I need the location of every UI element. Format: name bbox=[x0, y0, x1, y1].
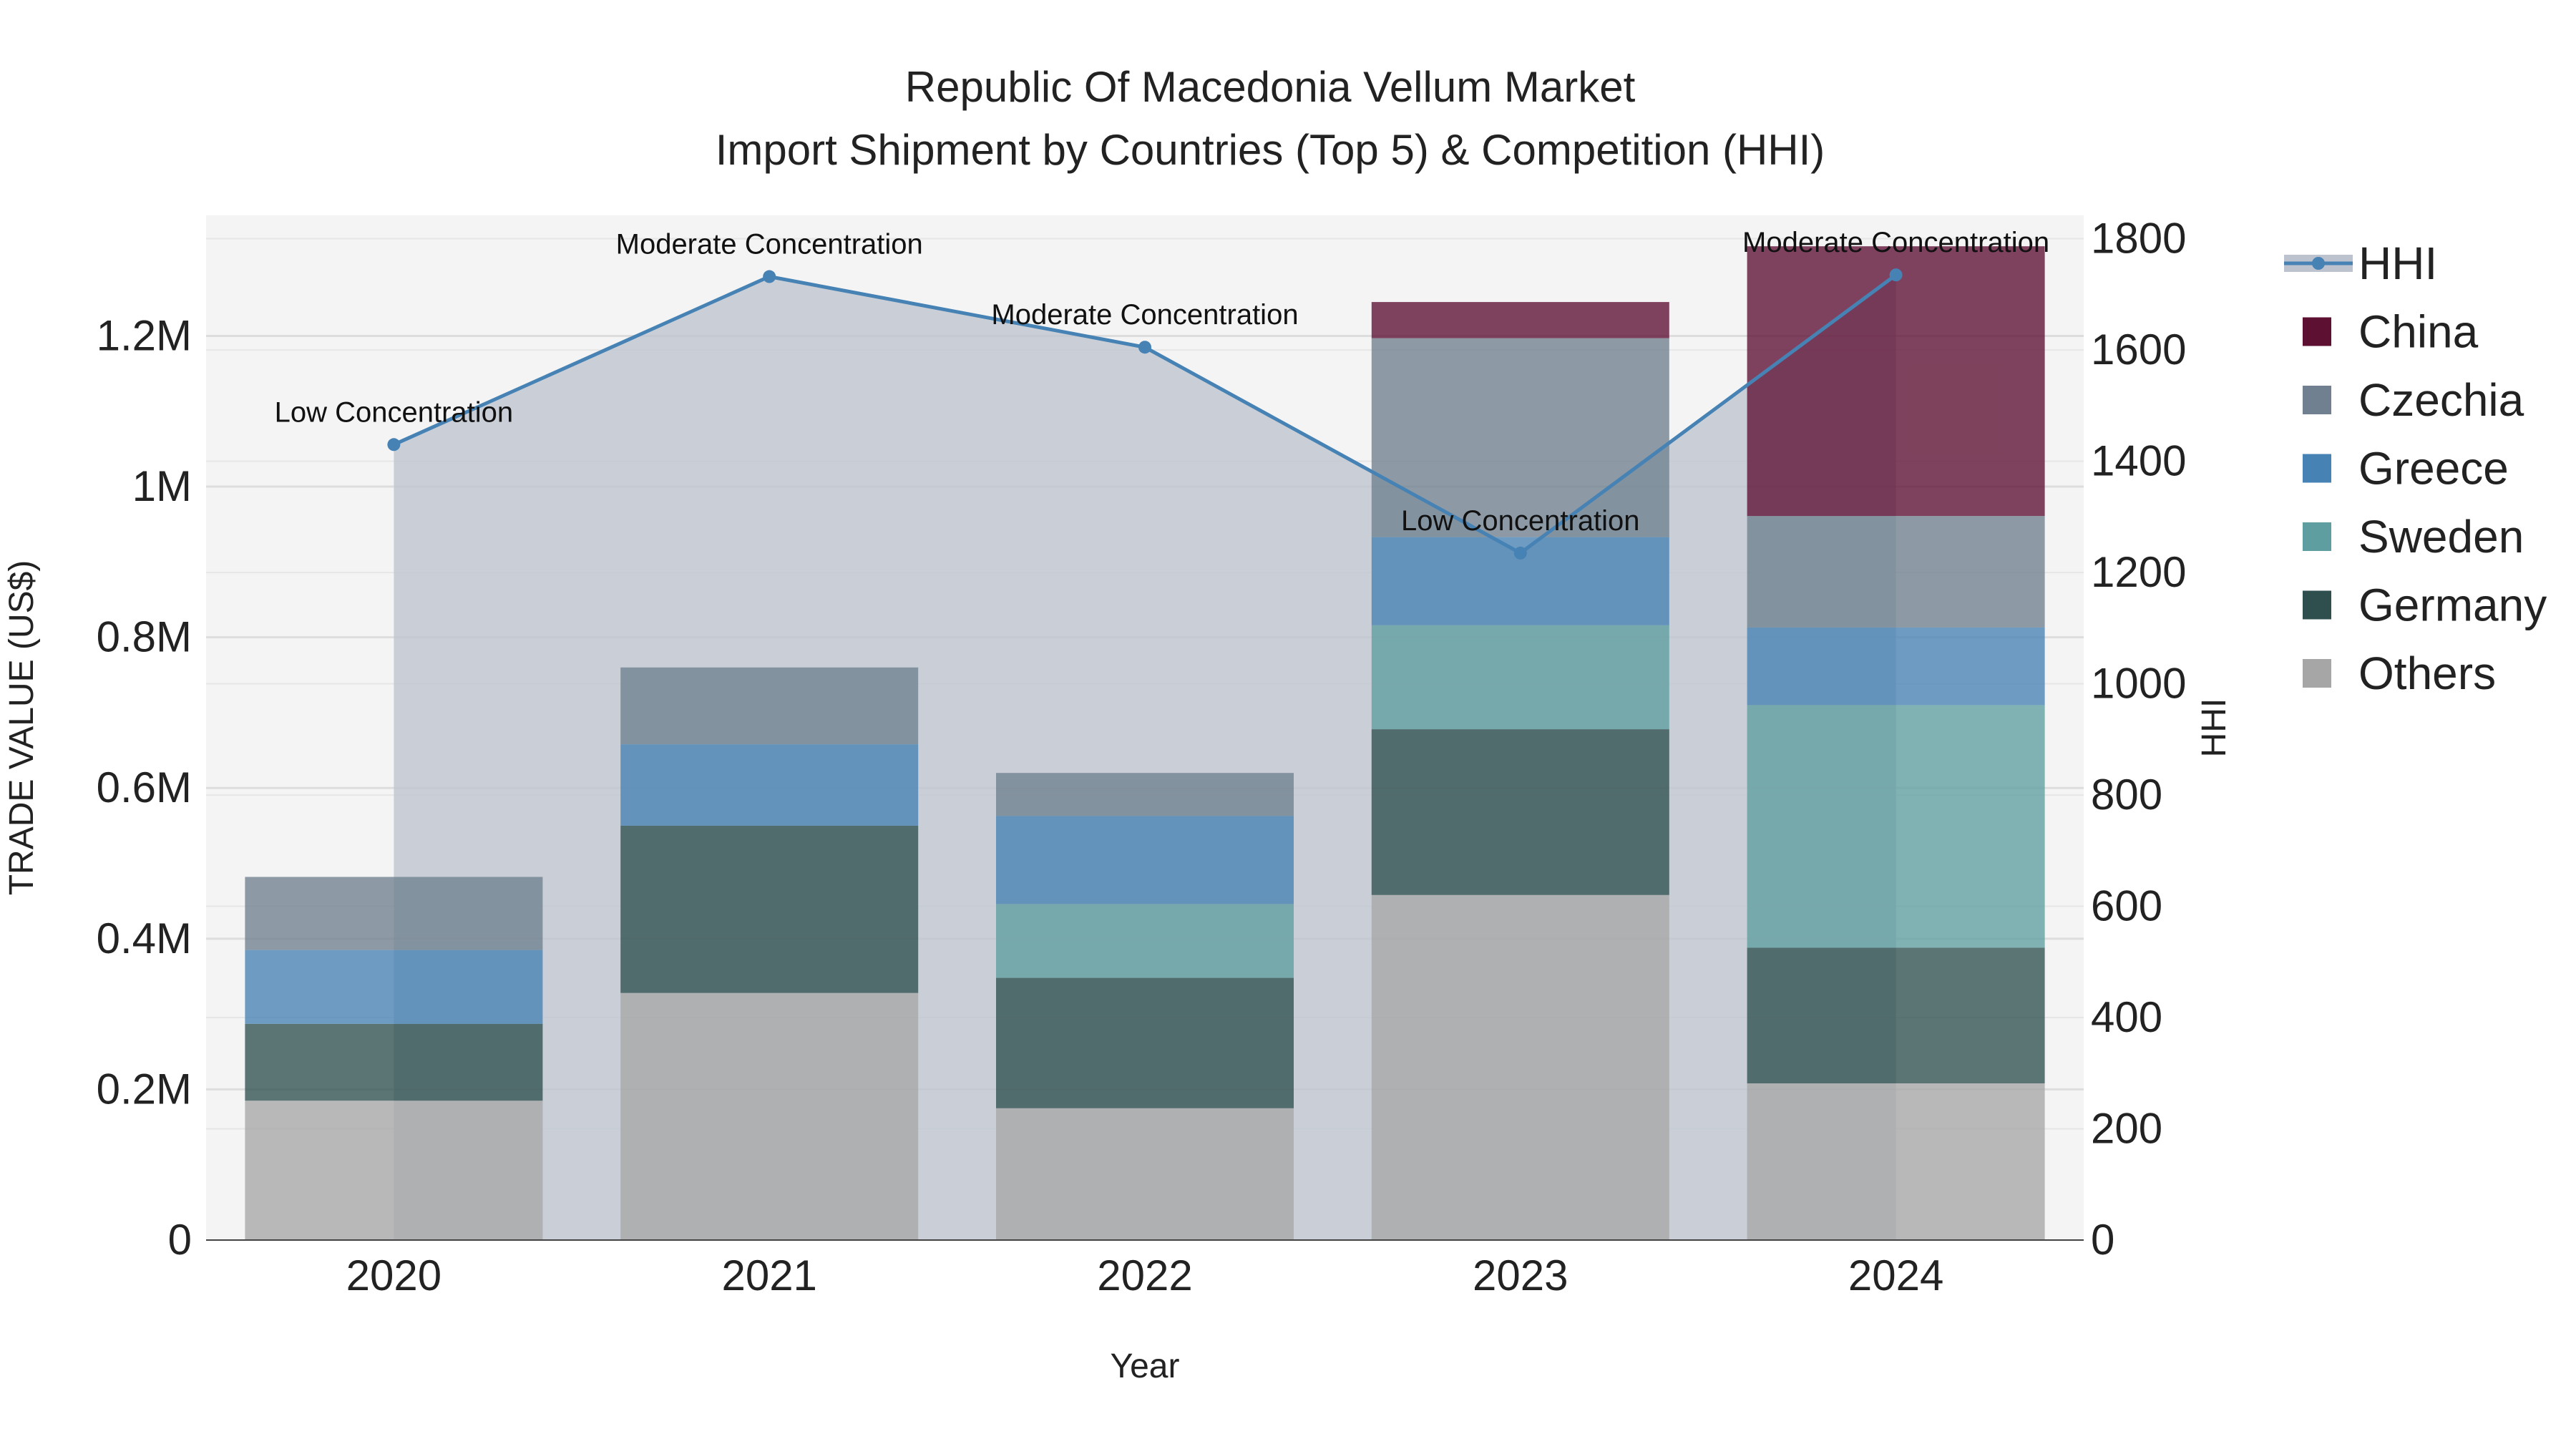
x-tick-label: 2023 bbox=[1473, 1252, 1568, 1299]
y2-tick-label: 1400 bbox=[2091, 437, 2186, 485]
bar-others-2022 bbox=[996, 1108, 1294, 1240]
hhi-annotation: Low Concentration bbox=[275, 396, 514, 428]
y-axis-left: 0 0.2M 0.4M 0.6M 0.8M 1M 1.2M bbox=[97, 311, 192, 1264]
legend-swatch-sweden bbox=[2303, 522, 2331, 551]
hhi-point-2022 bbox=[1138, 341, 1151, 354]
y2-tick-label: 0 bbox=[2091, 1216, 2114, 1264]
y2-tick-label: 200 bbox=[2091, 1105, 2162, 1153]
legend-label: Sweden bbox=[2358, 511, 2524, 562]
hhi-annotation: Low Concentration bbox=[1401, 505, 1640, 537]
y-tick-label: 0.8M bbox=[97, 613, 192, 661]
legend-label: Germany bbox=[2358, 580, 2547, 631]
bar-czechia-2022 bbox=[996, 773, 1294, 816]
hhi-point-2021 bbox=[763, 270, 776, 283]
y-tick-label: 0 bbox=[168, 1216, 192, 1264]
bar-greece-2021 bbox=[620, 744, 919, 826]
y2-tick-label: 1600 bbox=[2091, 326, 2186, 374]
legend-label: Others bbox=[2358, 648, 2496, 699]
legend-swatch-china bbox=[2303, 317, 2331, 346]
bar-greece-2020 bbox=[245, 950, 543, 1024]
bar-others-2020 bbox=[245, 1101, 543, 1240]
legend-swatch-germany bbox=[2303, 590, 2331, 620]
bar-others-2024 bbox=[1747, 1083, 2045, 1240]
hhi-annotation: Moderate Concentration bbox=[991, 299, 1298, 331]
hhi-line bbox=[387, 268, 1903, 560]
chart-title-line1: Republic Of Macedonia Vellum Market bbox=[905, 63, 1636, 111]
y-tick-label: 1M bbox=[132, 462, 192, 510]
y-tick-label: 1.2M bbox=[97, 311, 192, 359]
legend-label: China bbox=[2358, 306, 2479, 358]
hhi-point-2020 bbox=[387, 438, 401, 452]
legend-swatch-others bbox=[2303, 659, 2331, 688]
hhi-annotation: Moderate Concentration bbox=[616, 229, 923, 260]
bar-others-2021 bbox=[620, 992, 919, 1240]
bar-germany-2024 bbox=[1747, 947, 2045, 1083]
y2-tick-label: 400 bbox=[2091, 993, 2162, 1041]
bar-sweden-2022 bbox=[996, 904, 1294, 978]
legend: HHI China Czechia Greece Sweden Germany Others bbox=[2284, 238, 2547, 699]
y-tick-label: 0.2M bbox=[97, 1065, 192, 1113]
bars bbox=[245, 246, 2045, 1240]
bar-czechia-2023 bbox=[1371, 338, 1669, 537]
y2-tick-label: 600 bbox=[2091, 882, 2162, 930]
y2-tick-label: 1200 bbox=[2091, 548, 2186, 596]
legend-label: HHI bbox=[2358, 238, 2437, 289]
bar-sweden-2024 bbox=[1747, 705, 2045, 948]
x-axis-title: Year bbox=[1111, 1347, 1180, 1385]
y-axis-right: 0 200 400 600 800 1000 1200 1400 1600 1800 bbox=[2091, 215, 2186, 1264]
y-tick-label: 0.4M bbox=[97, 914, 192, 962]
bar-sweden-2023 bbox=[1371, 625, 1669, 730]
bar-germany-2023 bbox=[1371, 729, 1669, 895]
bar-germany-2020 bbox=[245, 1023, 543, 1101]
hhi-annotation: Moderate Concentration bbox=[1742, 227, 2049, 258]
y-axis-title: TRADE VALUE (US$) bbox=[3, 560, 41, 896]
y-tick-label: 0.6M bbox=[97, 763, 192, 811]
x-tick-label: 2021 bbox=[721, 1252, 816, 1299]
bar-germany-2021 bbox=[620, 825, 919, 993]
bar-germany-2022 bbox=[996, 977, 1294, 1108]
x-tick-label: 2022 bbox=[1097, 1252, 1192, 1299]
legend-swatch-greece bbox=[2303, 454, 2331, 483]
hhi-point-2024 bbox=[1889, 268, 1903, 282]
bar-greece-2022 bbox=[996, 816, 1294, 904]
bar-greece-2024 bbox=[1747, 627, 2045, 706]
y2-axis-title: HHI bbox=[2195, 698, 2233, 758]
legend-label: Greece bbox=[2358, 443, 2509, 494]
x-tick-label: 2024 bbox=[1848, 1252, 1943, 1299]
y2-tick-label: 1000 bbox=[2091, 660, 2186, 708]
y2-tick-label: 1800 bbox=[2091, 215, 2186, 263]
hhi-annotations: Low Concentration Moderate Concentration M… bbox=[275, 227, 2050, 537]
legend-hhi-swatch-marker bbox=[2312, 257, 2325, 270]
hhi-point-2023 bbox=[1513, 546, 1527, 560]
bar-czechia-2020 bbox=[245, 877, 543, 950]
bar-others-2023 bbox=[1371, 894, 1669, 1240]
legend-swatch-czechia bbox=[2303, 386, 2331, 414]
chart-title-line2: Import Shipment by Countries (Top 5) & C… bbox=[716, 126, 1825, 174]
y2-tick-label: 800 bbox=[2091, 771, 2162, 819]
bar-china-2024 bbox=[1747, 246, 2045, 517]
bar-czechia-2021 bbox=[620, 667, 919, 745]
x-axis: 2020 2021 2022 2023 2024 bbox=[346, 1252, 1944, 1299]
bar-czechia-2024 bbox=[1747, 516, 2045, 628]
x-tick-label: 2020 bbox=[346, 1252, 441, 1299]
bar-china-2023 bbox=[1371, 302, 1669, 338]
legend-label: Czechia bbox=[2358, 374, 2524, 426]
